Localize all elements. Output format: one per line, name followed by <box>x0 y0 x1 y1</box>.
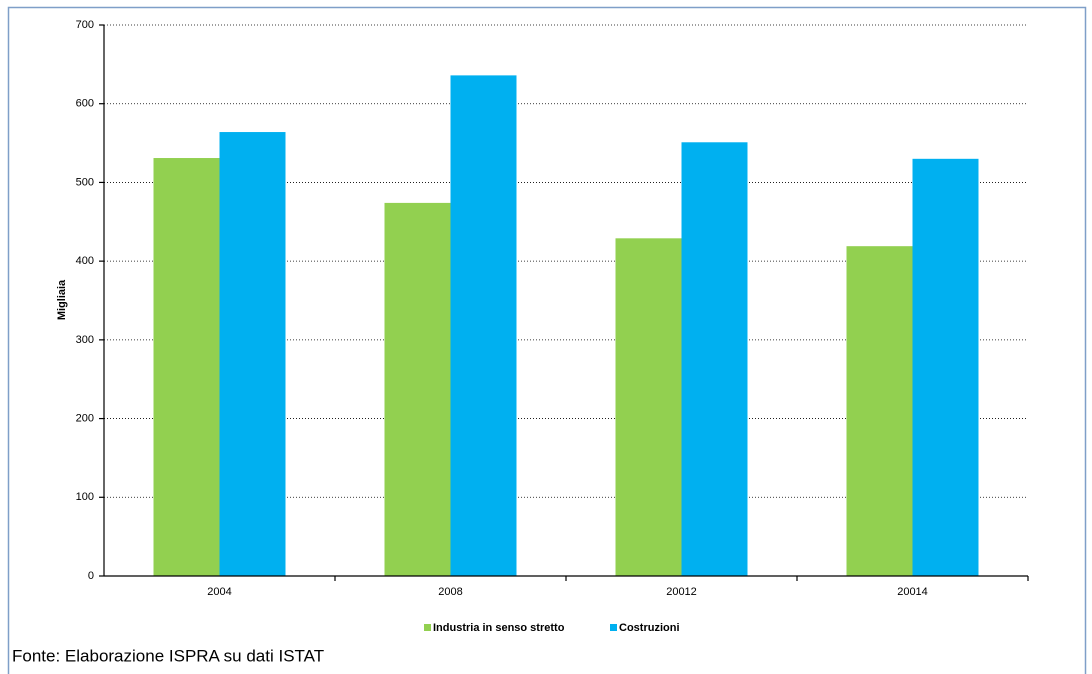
bar <box>219 132 286 576</box>
bar <box>384 202 451 576</box>
y-tick-label: 500 <box>76 176 94 188</box>
source: Fonte: Elaborazione ISPRA su dati ISTAT <box>12 646 324 665</box>
y-axis-label: Migliaia <box>56 279 68 320</box>
bar <box>615 238 682 576</box>
y-tick-label: 200 <box>76 412 94 424</box>
y-tick-label: 100 <box>76 491 94 503</box>
bar <box>681 142 748 576</box>
x-tick-label: 2004 <box>207 586 231 598</box>
bar <box>153 158 220 576</box>
y-tick-label: 300 <box>76 334 94 346</box>
x-tick-label: 20012 <box>666 586 697 598</box>
legend-swatch <box>424 624 431 631</box>
bar <box>450 75 517 577</box>
bar <box>846 246 913 577</box>
y-tick-label: 0 <box>88 570 94 582</box>
y-tick-label: 700 <box>76 19 94 31</box>
y-tick-label: 600 <box>76 98 94 110</box>
x-tick-label: 20014 <box>897 586 928 598</box>
legend-swatch <box>610 624 617 631</box>
y-tick-label: 400 <box>76 255 94 267</box>
bar <box>912 158 979 577</box>
frame <box>7 6 1087 674</box>
legend-label: Costruzioni <box>619 622 680 634</box>
legend-label: Industria in senso stretto <box>433 622 565 634</box>
x-tick-label: 2008 <box>438 586 462 598</box>
